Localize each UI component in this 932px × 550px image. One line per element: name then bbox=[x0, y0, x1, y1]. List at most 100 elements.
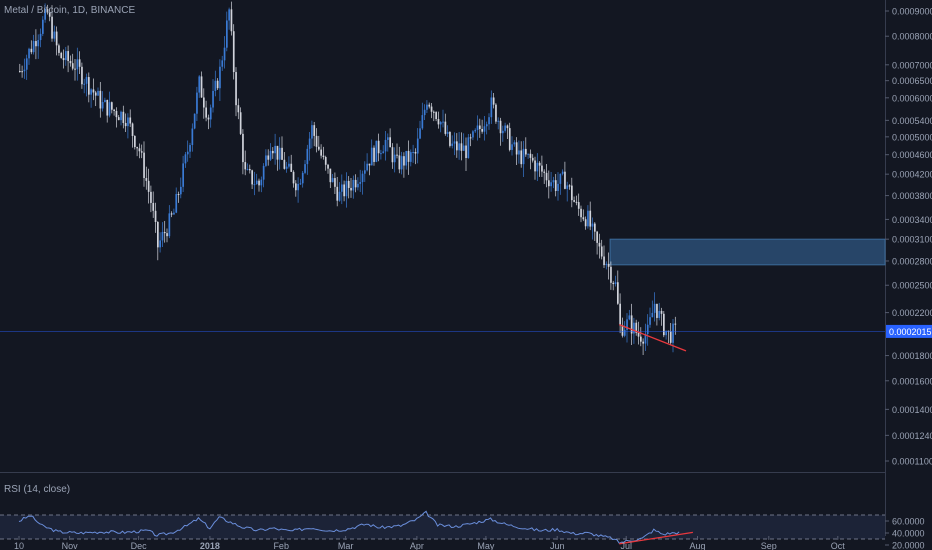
y-tick-label: 0.0003400 bbox=[892, 215, 932, 225]
candle-body bbox=[28, 48, 30, 59]
candle-body bbox=[407, 150, 410, 162]
candle-body bbox=[582, 217, 585, 220]
candle-body bbox=[76, 59, 79, 70]
candle-body bbox=[124, 122, 127, 127]
candle-body bbox=[435, 112, 437, 120]
candle-body bbox=[62, 58, 65, 61]
candle-body bbox=[393, 154, 396, 163]
last-price-label: 0.0002015 bbox=[889, 327, 932, 337]
y-tick-label: 0.0003800 bbox=[892, 191, 932, 201]
candle-body bbox=[543, 171, 546, 173]
candle-body bbox=[350, 187, 352, 191]
y-tick-label: 0.0002500 bbox=[892, 281, 932, 291]
candle-body bbox=[324, 157, 327, 165]
candle-body bbox=[253, 184, 256, 186]
candle-body bbox=[674, 323, 677, 325]
candle-body bbox=[274, 145, 276, 154]
y-tick-label: 0.0005000 bbox=[892, 132, 932, 142]
candle-body bbox=[113, 109, 115, 111]
candle-body bbox=[564, 171, 566, 189]
candle-body bbox=[244, 162, 247, 170]
candle-body bbox=[267, 155, 270, 160]
rsi-y-axis: 60.0000 40.0000 20.0000 bbox=[885, 517, 925, 550]
candle-body bbox=[88, 77, 90, 95]
candle-body bbox=[184, 154, 187, 164]
candle-body bbox=[497, 120, 500, 122]
candle-body bbox=[230, 9, 233, 32]
candle-body bbox=[421, 115, 424, 129]
candle-body bbox=[508, 128, 511, 150]
candle-body bbox=[129, 117, 132, 124]
candle-body bbox=[143, 152, 145, 179]
candle-body bbox=[637, 332, 640, 337]
candle-body bbox=[607, 263, 610, 267]
candle-body bbox=[138, 148, 141, 152]
candle-body bbox=[377, 140, 380, 154]
candle-body bbox=[453, 141, 456, 144]
candle-body bbox=[444, 121, 447, 134]
candle-body bbox=[175, 194, 178, 213]
candle-body bbox=[42, 19, 44, 34]
last-price-tag bbox=[886, 324, 932, 338]
candle-body bbox=[318, 146, 320, 150]
candle-body bbox=[120, 111, 122, 121]
candle-body bbox=[276, 145, 279, 160]
candle-body bbox=[154, 210, 157, 222]
candle-body bbox=[150, 191, 152, 203]
candle-body bbox=[357, 183, 359, 188]
candle-body bbox=[573, 200, 575, 202]
candle-body bbox=[308, 138, 311, 149]
rsi-layer bbox=[0, 510, 885, 545]
candle-body bbox=[58, 45, 60, 53]
x-tick-label: Apr bbox=[410, 541, 424, 550]
candle-body bbox=[81, 66, 83, 85]
x-tick-label: 10 bbox=[14, 541, 24, 550]
candle-body bbox=[575, 201, 578, 203]
candle-body bbox=[669, 331, 672, 343]
candle-body bbox=[115, 110, 118, 118]
candle-body bbox=[621, 325, 624, 336]
candle-body bbox=[203, 97, 205, 108]
candle-body bbox=[384, 139, 387, 152]
candle-body bbox=[538, 162, 541, 166]
candle-body bbox=[449, 131, 451, 146]
candle-body bbox=[472, 131, 474, 138]
x-axis: 10 Nov Dec 2018 Feb Mar Apr May Jun Jul Aug Sep Oct bbox=[14, 536, 845, 550]
candle-body bbox=[584, 219, 587, 227]
candle-body bbox=[485, 124, 488, 127]
candle-body bbox=[416, 138, 419, 154]
candle-body bbox=[288, 163, 290, 167]
candle-body bbox=[446, 131, 449, 134]
candle-body bbox=[462, 145, 465, 151]
y-tick-label: 0.0001600 bbox=[892, 376, 932, 386]
candle-body bbox=[630, 315, 633, 334]
candle-body bbox=[97, 90, 99, 96]
candle-body bbox=[513, 142, 516, 145]
candle-body bbox=[596, 231, 598, 243]
candle-body bbox=[488, 117, 490, 125]
candle-body bbox=[635, 322, 638, 333]
candle-body bbox=[331, 178, 334, 183]
candle-body bbox=[207, 117, 210, 120]
candle-body bbox=[255, 180, 258, 185]
zone-layer bbox=[609, 238, 886, 266]
candle-body bbox=[200, 76, 203, 98]
rsi-y-tick-label: 40.0000 bbox=[892, 529, 925, 539]
candle-body bbox=[198, 76, 201, 93]
y-axis: 0.0009000 0.0008000 0.0007000 0.0006500 0.00… bbox=[885, 7, 932, 467]
y-tick-label: 0.0002200 bbox=[892, 308, 932, 318]
candle-body bbox=[152, 202, 155, 211]
rsi-line bbox=[18, 510, 680, 544]
candle-body bbox=[469, 137, 472, 139]
candle-body bbox=[336, 186, 339, 201]
candle-body bbox=[571, 185, 573, 201]
rsi-y-tick-label: 60.0000 bbox=[892, 517, 925, 527]
candle-body bbox=[60, 52, 63, 59]
price-pane bbox=[0, 0, 885, 472]
candle-body bbox=[536, 162, 539, 172]
candle-body bbox=[672, 323, 674, 343]
candle-body bbox=[651, 312, 654, 318]
candle-body bbox=[265, 155, 267, 166]
candle-body bbox=[21, 71, 23, 73]
candle-body bbox=[354, 179, 357, 188]
